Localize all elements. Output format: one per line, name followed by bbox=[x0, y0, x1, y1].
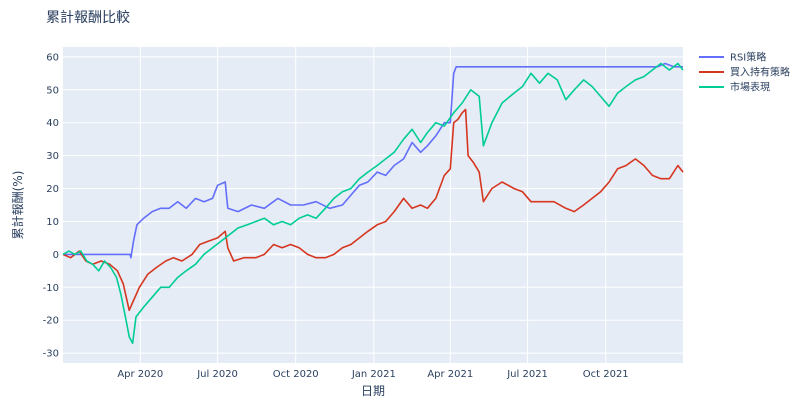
series-line-1 bbox=[63, 62, 683, 259]
x-axis-ticks: Apr 2020 Jul 2020 Oct 2020 Jan 2021 Apr 2021… bbox=[117, 369, 628, 380]
series-line-2 bbox=[62, 108, 684, 312]
y-tick-label: 60 bbox=[46, 52, 59, 63]
chart-title: 累計報酬比較 bbox=[46, 10, 130, 26]
y-axis-label: 累計報酬(%) bbox=[10, 171, 25, 240]
series-line-3 bbox=[62, 62, 684, 345]
x-tick-label: Oct 2021 bbox=[583, 369, 629, 380]
y-tick-label: 0 bbox=[53, 250, 59, 261]
y-tick-label: 30 bbox=[46, 151, 59, 162]
x-tick-label: Jul 2020 bbox=[196, 369, 238, 380]
series-lines bbox=[62, 62, 684, 345]
legend-label: 買入持有策略 bbox=[730, 66, 790, 79]
y-tick-label: -20 bbox=[43, 316, 59, 327]
plot-area bbox=[63, 47, 683, 363]
y-tick-label: 20 bbox=[46, 184, 59, 195]
x-tick-label: Jul 2021 bbox=[506, 369, 548, 380]
y-tick-label: -10 bbox=[43, 283, 59, 294]
x-tick-label: Apr 2021 bbox=[427, 369, 473, 380]
y-tick-label: 10 bbox=[46, 217, 59, 228]
x-tick-label: Apr 2020 bbox=[117, 369, 163, 380]
legend-label: RSI策略 bbox=[730, 51, 766, 64]
y-tick-label: -30 bbox=[43, 349, 59, 360]
y-tick-label: 50 bbox=[46, 85, 59, 96]
x-axis-label: 日期 bbox=[361, 384, 385, 398]
x-tick-label: Jan 2021 bbox=[351, 369, 396, 380]
x-tick-label: Oct 2020 bbox=[273, 369, 319, 380]
y-tick-label: 40 bbox=[46, 118, 59, 129]
y-axis-ticks: -30 -20 -10 0 10 20 30 40 50 60 bbox=[43, 52, 59, 359]
legend-label: 市場表現 bbox=[730, 81, 770, 94]
